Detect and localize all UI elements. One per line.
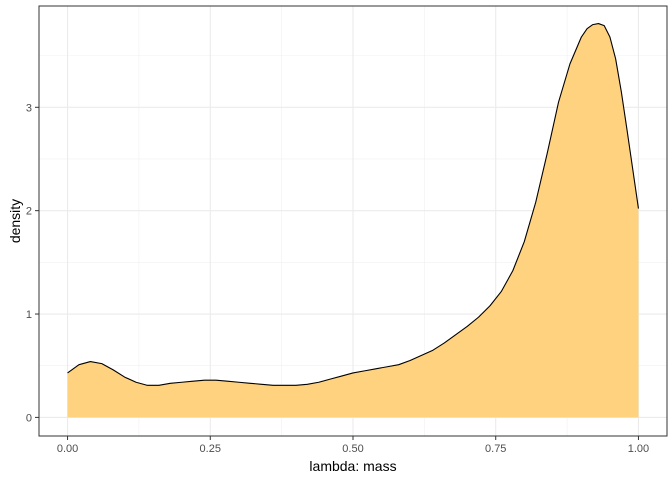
density-line [67,23,639,386]
x-tick-label: 1.00 [628,443,649,455]
y-tick-label: 2 [26,206,32,218]
major-gridlines [39,6,667,436]
x-axis: 0.00 0.25 0.50 0.75 1.00 [57,436,649,455]
density-series [67,23,639,418]
x-axis-title: lambda: mass [309,458,396,474]
x-tick-label: 0.00 [57,443,78,455]
y-tick-label: 3 [26,102,32,114]
x-tick-label: 0.75 [485,443,506,455]
x-tick-label: 0.50 [342,443,363,455]
x-tick-label: 0.25 [200,443,221,455]
y-axis: 0 1 2 3 [26,102,39,424]
y-tick-label: 0 [26,412,32,424]
y-tick-label: 1 [26,309,32,321]
density-area [67,23,639,418]
y-axis-title: density [7,199,23,243]
